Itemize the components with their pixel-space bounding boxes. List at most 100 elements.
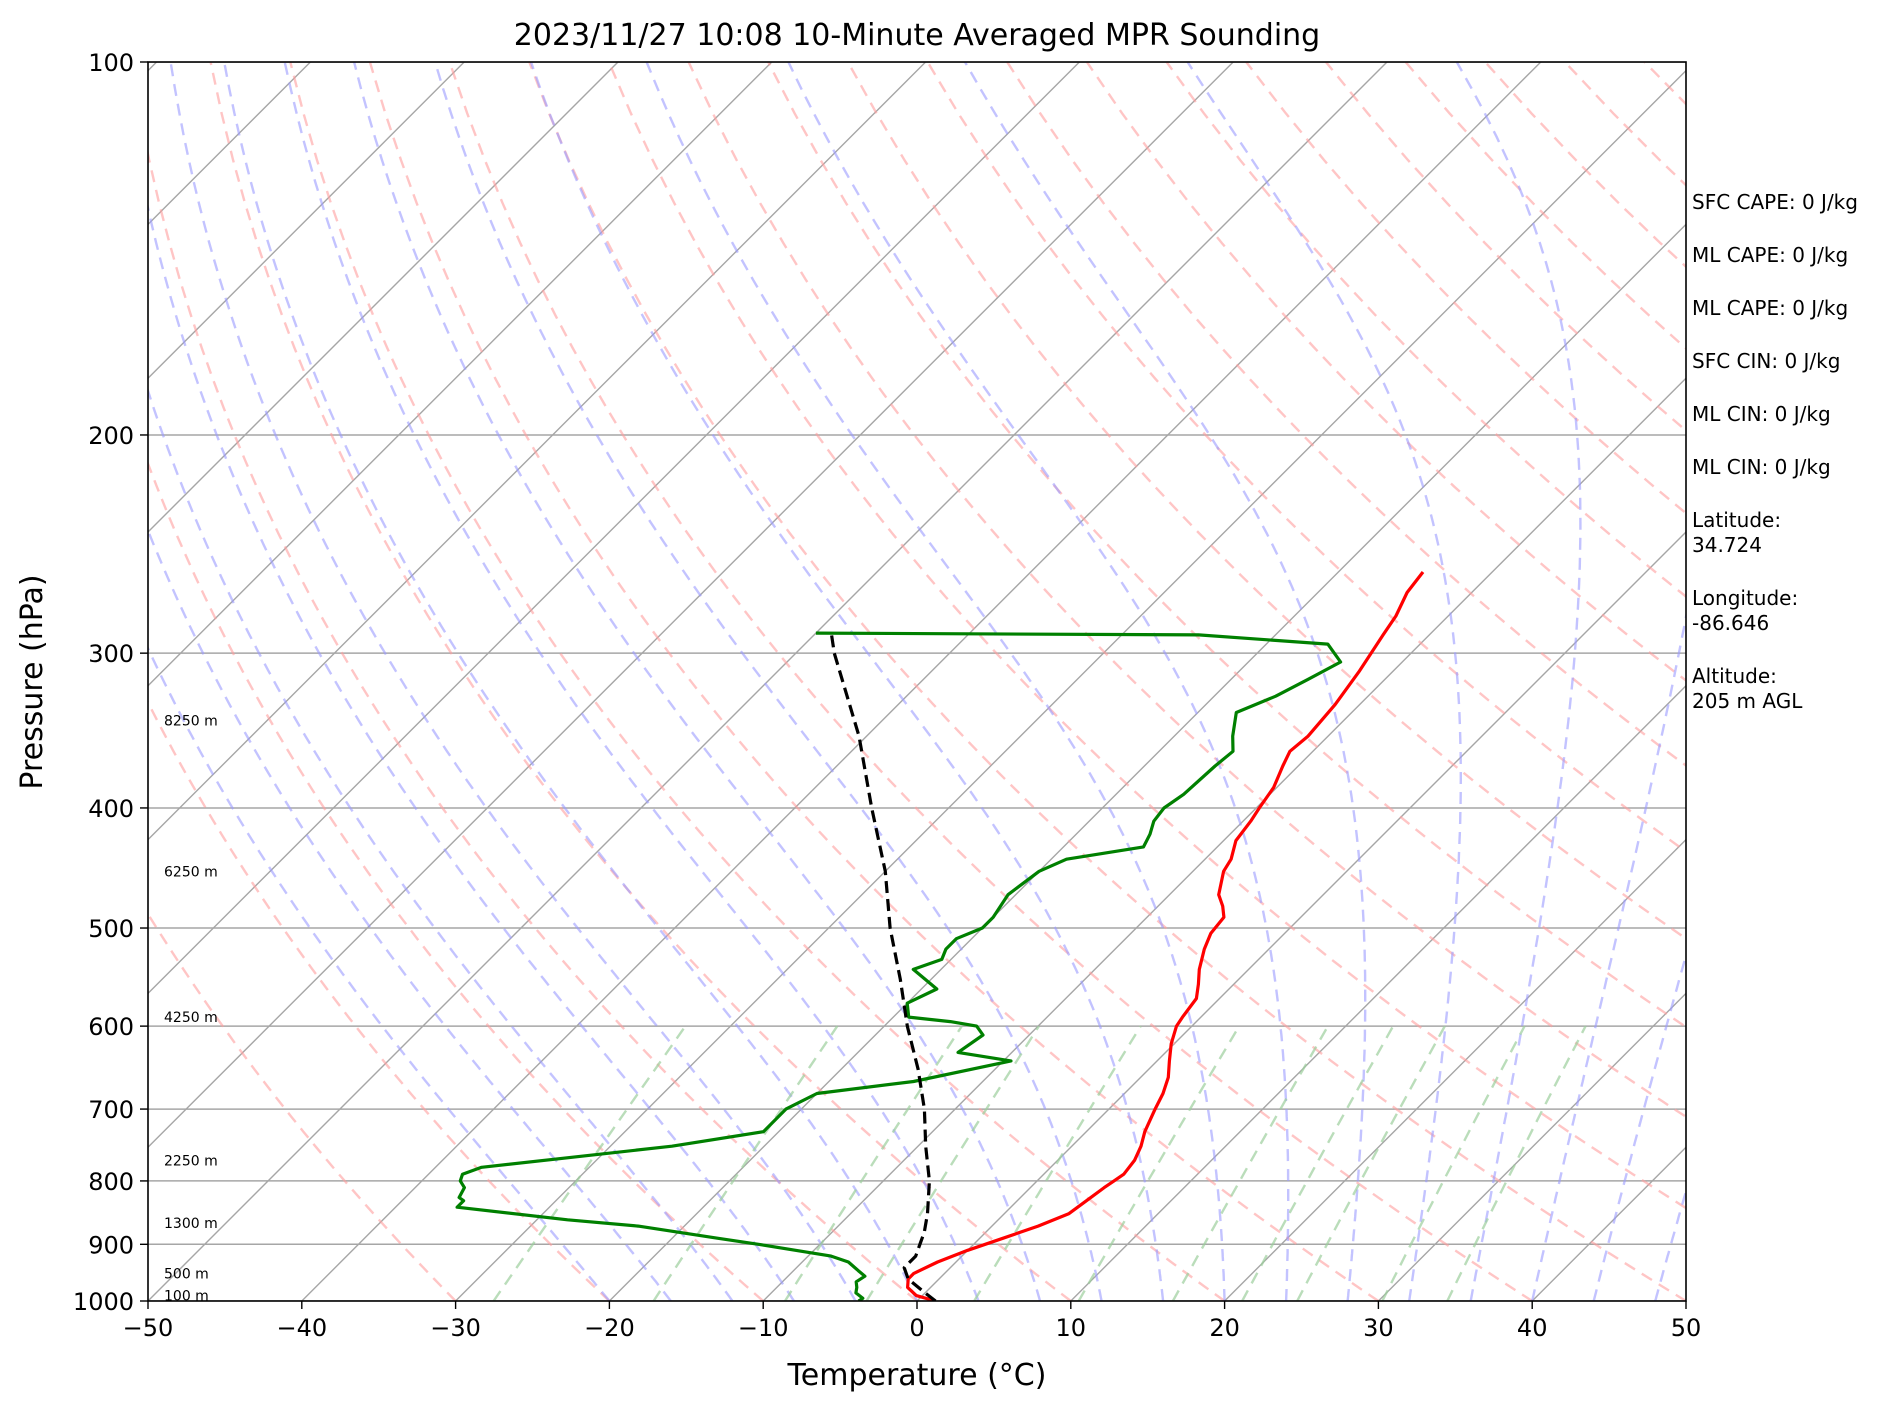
dry-adiabat [148,148,918,1301]
side-panel-label: ML CIN: 0 J/kg [1692,402,1831,426]
x-tick-label: 30 [1363,1314,1394,1342]
y-tick-label: 800 [88,1168,134,1196]
y-tick-label: 200 [88,422,134,450]
mixing-ratio-line [865,1025,1040,1301]
x-tick-label: 10 [1056,1314,1087,1342]
height-label: 1300 m [164,1216,218,1232]
height-label: 2250 m [164,1153,218,1169]
side-panel-item: Altitude: 205 m AGL [1692,664,1892,714]
side-panel-item: Longitude: -86.646 [1692,586,1892,636]
height-label: 500 m [164,1266,209,1282]
side-panel-label: Altitude: [1692,664,1777,688]
side-panel-item: SFC CAPE: 0 J/kg [1692,190,1892,215]
dry-adiabat [209,62,1072,1301]
mixing-ratio-line [1171,1025,1329,1301]
height-label: 4250 m [164,1010,218,1026]
mixing-ratio-line [1241,1025,1395,1301]
x-tick-label: −50 [123,1314,174,1342]
moist-adiabat [529,62,1165,1301]
sounding-profiles [455,571,1425,1301]
moist-adiabat [1531,610,1686,1301]
side-panel-item: ML CIN: 0 J/kg [1692,455,1892,480]
side-panel-item: ML CAPE: 0 J/kg [1692,296,1892,321]
y-tick-label: 900 [88,1231,134,1259]
dry-adiabat [289,62,1226,1301]
dry-adiabat [767,62,1686,1029]
side-panel-item: ML CAPE: 0 J/kg [1692,243,1892,268]
isotherm-line [148,62,619,533]
side-panel-label: Longitude: [1692,586,1799,610]
isotherm-line [1377,992,1686,1301]
temperature-profile-line [906,571,1425,1301]
x-axis-ticks: −50 −40 −30 −20 −10 0 10 20 30 40 50 [123,1301,1702,1342]
isotherm-line [301,62,1542,1301]
height-label: 8250 m [164,714,218,730]
isotherm-line [148,62,1388,1301]
side-panel-label: Latitude: [1692,508,1782,532]
y-tick-label: 1000 [73,1288,134,1316]
dry-adiabat [607,62,1686,1210]
x-tick-label: 0 [909,1314,924,1342]
x-axis-label: Temperature (°C) [787,1358,1047,1393]
height-label: 100 m [164,1289,209,1305]
dry-adiabat [448,62,1533,1301]
side-panel-value: 34.724 [1692,533,1762,557]
moist-adiabat [283,62,980,1301]
moist-adiabat [1592,950,1686,1301]
chart-title: 2023/11/27 10:08 10-Minute Averaged MPR … [514,18,1320,53]
side-panel-value: -86.646 [1692,611,1770,635]
side-panel-label: ML CIN: 0 J/kg [1692,455,1831,479]
mixing-ratio-line [1446,1025,1587,1301]
moist-adiabat [352,62,1042,1301]
moist-adiabat [1455,62,1582,1301]
y-axis-ticks: 100 200 300 400 500 600 700 800 900 1000 [73,49,148,1316]
moist-adiabat [433,62,1103,1301]
isotherm-line [148,62,927,841]
dry-adiabat [1085,62,1686,683]
parcel-profile-line [829,632,937,1301]
x-tick-label: −20 [584,1314,635,1342]
x-tick-label: 50 [1671,1314,1702,1342]
x-tick-label: −30 [430,1314,481,1342]
dry-adiabat [687,62,1686,1119]
side-panel-item: SFC CIN: 0 J/kg [1692,349,1892,374]
mixing-ratio-line [1381,1025,1526,1301]
moist-adiabat [1654,1187,1686,1301]
moist-adiabat [148,527,672,1301]
y-tick-label: 400 [88,795,134,823]
moist-adiabat [169,62,857,1301]
x-tick-label: 20 [1209,1314,1240,1342]
y-tick-label: 500 [88,915,134,943]
moist-adiabat [148,386,734,1301]
mixing-ratio-line [492,1025,687,1301]
moist-adiabat [787,62,1290,1301]
y-tick-label: 600 [88,1013,134,1041]
isotherm-line [148,62,773,687]
mixing-ratio-line [1296,1025,1446,1301]
side-panel-label: ML CAPE: 0 J/kg [1692,296,1849,320]
x-tick-label: −40 [276,1314,327,1342]
height-label: 6250 m [164,864,218,880]
x-tick-label: −10 [738,1314,789,1342]
moist-adiabat [1186,62,1462,1301]
dewpoint-profile-line [455,631,1343,1301]
isotherm-line [148,62,1234,1149]
isotherm-line [148,62,1080,995]
mixing-ratio-line [973,1025,1142,1301]
mixing-ratio-line [783,1025,963,1301]
moist-adiabat [223,62,919,1301]
y-tick-label: 100 [88,49,134,77]
dry-adiabat [1006,62,1686,768]
side-panel-value: 205 m AGL [1692,689,1803,713]
side-panel-label: SFC CAPE: 0 J/kg [1692,190,1858,214]
dry-adiabat [368,62,1380,1301]
x-tick-label: 40 [1517,1314,1548,1342]
dry-adiabat [528,62,1686,1301]
mixing-ratio-line [1077,1025,1241,1301]
moist-adiabat [645,62,1226,1301]
moist-adiabat [148,202,795,1301]
isotherm-line [1224,838,1686,1301]
isotherm-line [455,69,1686,1301]
